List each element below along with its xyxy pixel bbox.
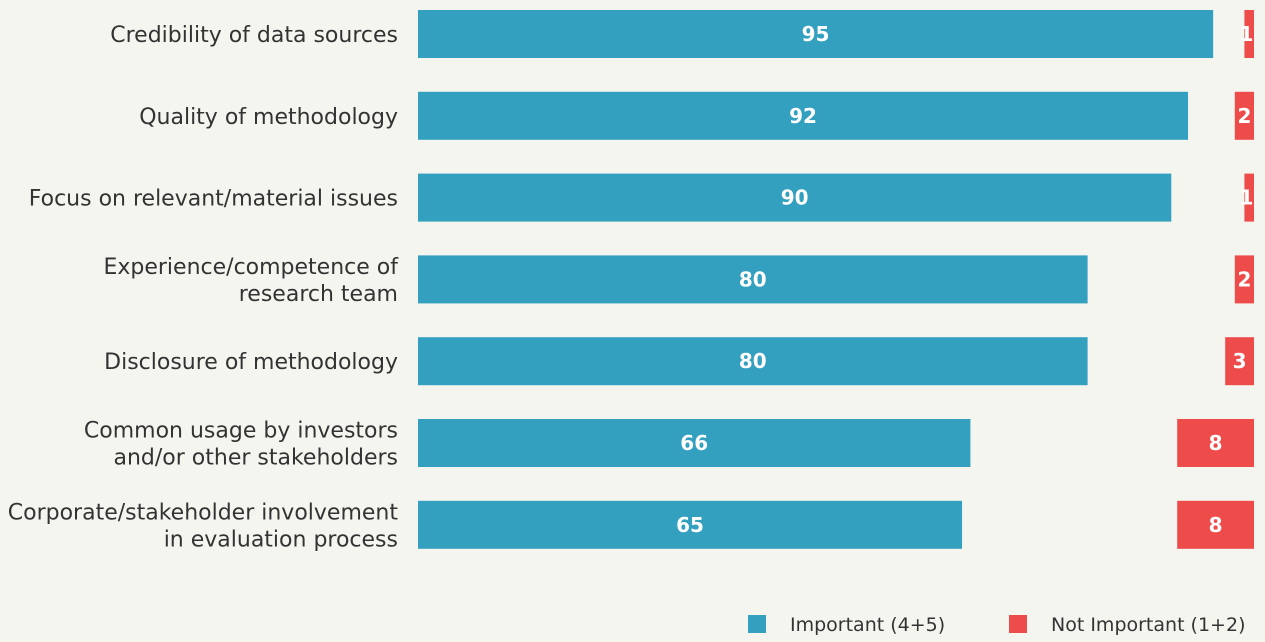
value-label: 65 [676, 513, 704, 537]
value-label: 8 [1209, 513, 1223, 537]
value-label: 80 [739, 267, 767, 291]
category-label: Corporate/stakeholder involvement in eval… [8, 500, 399, 552]
bar [418, 10, 1214, 58]
value-label: 8 [1209, 431, 1223, 455]
bar [1225, 337, 1254, 386]
value-label: 3 [1233, 349, 1247, 373]
bar [1234, 255, 1254, 304]
bar [1177, 419, 1254, 467]
bar [418, 419, 971, 467]
legend-label: Important (4+5) [790, 614, 945, 636]
value-label: 2 [1237, 104, 1251, 128]
category-label: Experience/competence of research team [103, 255, 399, 307]
bar [418, 173, 1172, 222]
bar [1234, 91, 1254, 140]
bar [1244, 173, 1254, 222]
bar [418, 255, 1088, 304]
value-label: 66 [680, 431, 708, 455]
value-label: 90 [781, 186, 809, 210]
legend-swatch [748, 615, 766, 633]
value-label: 2 [1237, 267, 1251, 291]
bar [418, 91, 1189, 140]
value-label: 1 [1240, 186, 1254, 210]
value-label: 95 [802, 22, 830, 46]
legend-swatch [1009, 615, 1027, 633]
category-label: Quality of methodology [139, 105, 398, 130]
category-label: Focus on relevant/material issues [29, 187, 398, 212]
category-label: Common usage by investors and/or other st… [84, 419, 398, 471]
bar [418, 337, 1088, 386]
value-label: 80 [739, 349, 767, 373]
value-label: 1 [1240, 22, 1254, 46]
value-label: 92 [789, 104, 817, 128]
category-label: Credibility of data sources [110, 23, 398, 48]
legend-label: Not Important (1+2) [1051, 614, 1245, 636]
category-label: Disclosure of methodology [104, 350, 398, 375]
bar [418, 500, 963, 549]
bar [1244, 10, 1254, 58]
bar [1177, 500, 1254, 549]
